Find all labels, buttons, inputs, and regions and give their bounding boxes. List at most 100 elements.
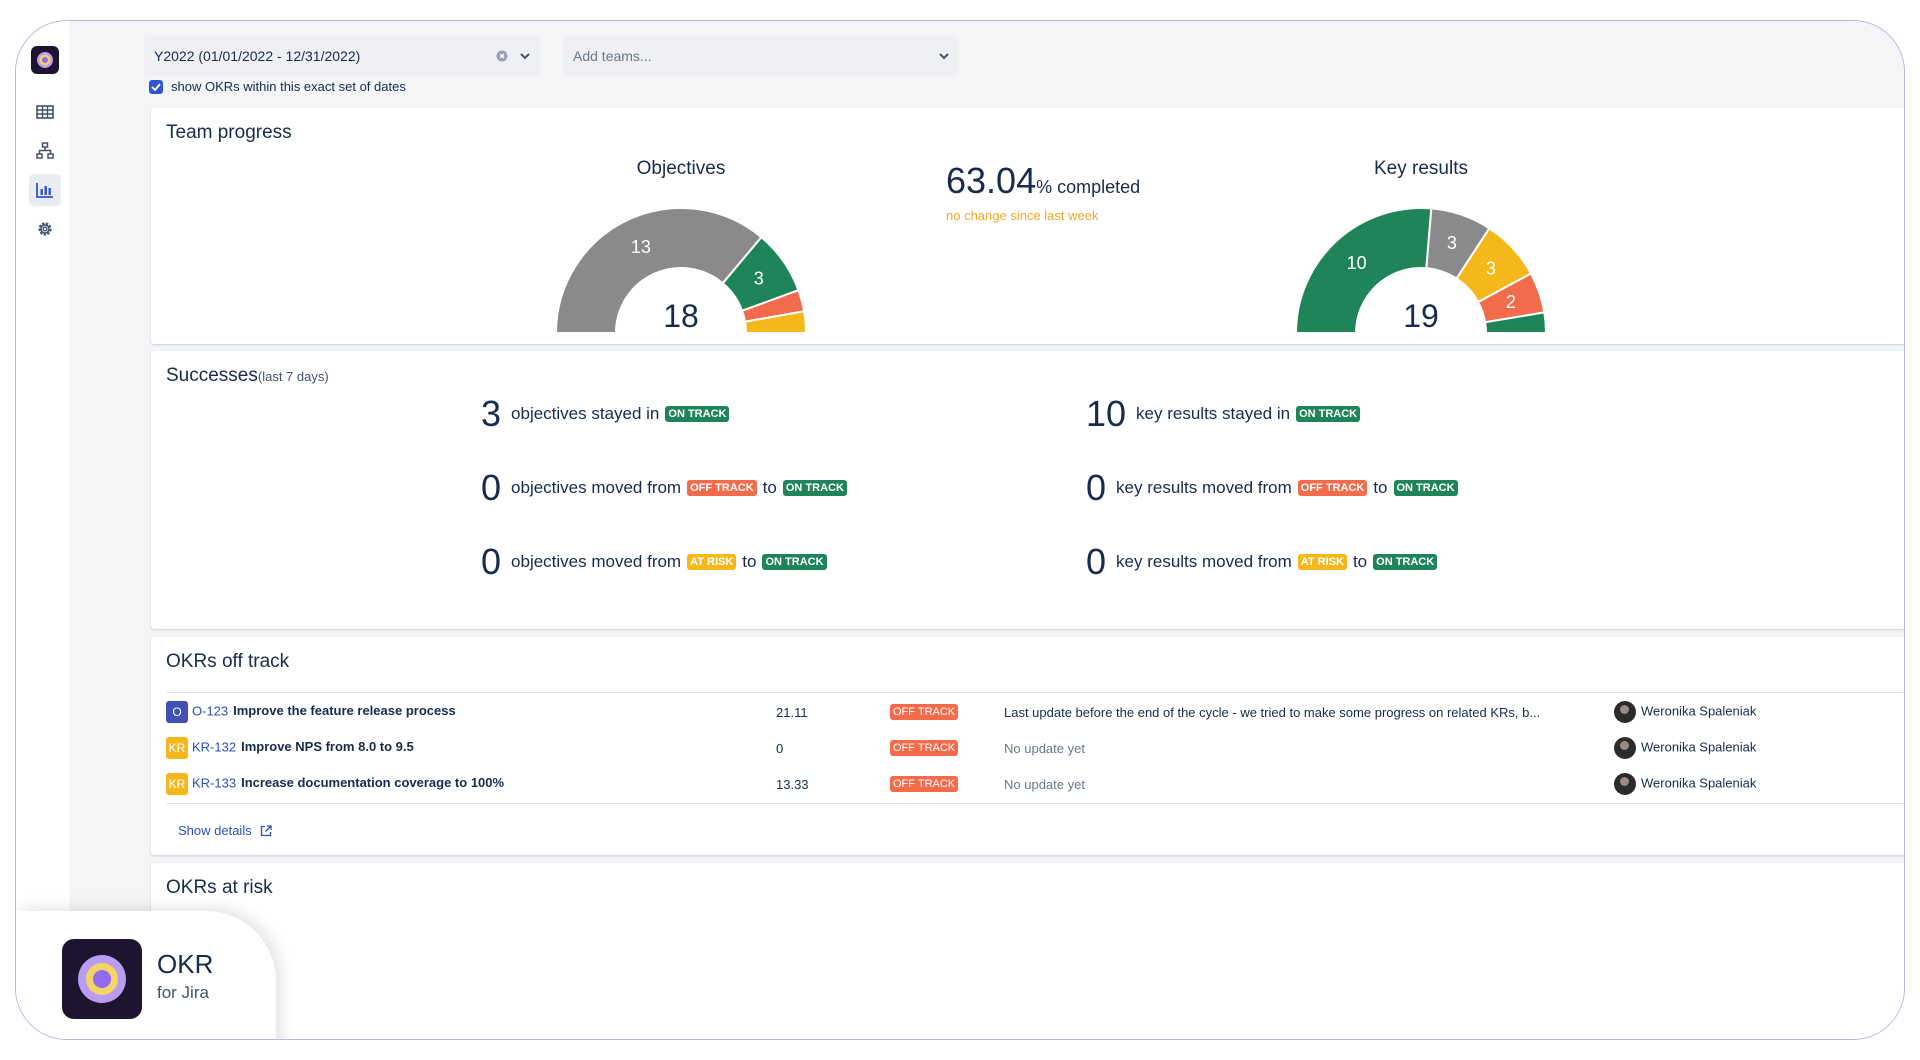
okr-progress: 21.11 bbox=[776, 704, 808, 720]
from-status-lozenge: OFF TRACK bbox=[1297, 480, 1368, 496]
okr-progress: 0 bbox=[776, 740, 784, 756]
exact-dates-label: show OKRs within this exact set of dates bbox=[171, 79, 406, 94]
okr-latest-update: No update yet bbox=[1004, 740, 1085, 756]
owner-name: Weronika Spaleniak bbox=[1641, 775, 1757, 791]
okr-cell: KR KR-133 Increase documentation coverage … bbox=[166, 766, 776, 802]
to-word: to bbox=[1352, 552, 1368, 571]
success-text: objectives moved from bbox=[511, 552, 682, 571]
success-text: key results moved from bbox=[1116, 478, 1292, 497]
successes-card: Successes(last 7 days) 3 objectives staye… bbox=[151, 351, 1904, 629]
okr-type-icon: O bbox=[166, 701, 188, 723]
on-track-lozenge: ON TRACK bbox=[762, 554, 827, 570]
app-frame: Y2022 (01/01/2022 - 12/31/2022) Add team… bbox=[15, 20, 1905, 1040]
nav-bar-chart-icon[interactable] bbox=[29, 174, 61, 206]
okr-key-link[interactable]: O-123 bbox=[192, 703, 229, 719]
okr-cell: KR KR-132 Improve NPS from 8.0 to 9.5 bbox=[166, 730, 776, 766]
exact-dates-checkbox[interactable] bbox=[149, 79, 163, 94]
date-range-select[interactable]: Y2022 (01/01/2022 - 12/31/2022) bbox=[144, 36, 540, 76]
status-lozenge: OFF TRACK bbox=[890, 776, 959, 793]
table-row[interactable]: KR KR-132 Improve NPS from 8.0 to 9.5 0 OFF … bbox=[166, 730, 1904, 766]
success-line: 0 objectives moved from OFF TRACK to ON TRAC… bbox=[481, 470, 847, 506]
successes-title: Successes(last 7 days) bbox=[166, 365, 329, 387]
objectives-gauge-title: Objectives bbox=[636, 158, 726, 179]
gauge-total: 19 bbox=[1403, 298, 1439, 334]
okr-progress: 13.33 bbox=[776, 776, 809, 792]
from-status-lozenge: AT RISK bbox=[687, 554, 737, 570]
success-text: key results moved from bbox=[1116, 552, 1292, 571]
brand-name: OKR bbox=[157, 949, 214, 979]
avatar bbox=[1614, 701, 1636, 723]
okr-owner-cell: Weronika Spaleniak bbox=[1614, 730, 1904, 766]
app-logo-icon[interactable] bbox=[31, 46, 59, 74]
brand-subtitle: for Jira bbox=[157, 983, 209, 1002]
okr-logo-icon bbox=[62, 939, 142, 1019]
success-line: 3 objectives stayed in ON TRACK bbox=[481, 393, 730, 434]
on-track-lozenge: ON TRACK bbox=[782, 480, 847, 496]
exact-dates-option[interactable]: show OKRs within this exact set of dates bbox=[149, 79, 406, 94]
okr-type-icon: KR bbox=[166, 773, 188, 795]
status-lozenge: OFF TRACK bbox=[890, 740, 959, 757]
teams-select[interactable]: Add teams... bbox=[563, 36, 959, 76]
avatar bbox=[1614, 773, 1636, 795]
owner-name: Weronika Spaleniak bbox=[1641, 739, 1757, 755]
to-word: to bbox=[1373, 478, 1388, 497]
to-word: to bbox=[742, 552, 757, 571]
clear-icon[interactable] bbox=[496, 50, 508, 62]
okr-name[interactable]: Improve NPS from 8.0 to 9.5 bbox=[241, 739, 414, 755]
success-count: 3 bbox=[481, 393, 502, 434]
okr-owner-cell: Weronika Spaleniak bbox=[1614, 766, 1904, 802]
from-status-lozenge: OFF TRACK bbox=[687, 480, 757, 496]
off-track-title: OKRs off track bbox=[166, 651, 290, 672]
divider bbox=[166, 692, 1904, 693]
gauge-segment-label: 10 bbox=[1347, 253, 1367, 273]
success-count: 0 bbox=[481, 467, 502, 508]
okr-owner-cell: Weronika Spaleniak bbox=[1614, 694, 1904, 730]
table-row[interactable]: KR KR-133 Increase documentation coverage … bbox=[166, 766, 1904, 802]
at-risk-title: OKRs at risk bbox=[166, 877, 273, 898]
nav-gear-icon[interactable] bbox=[29, 213, 61, 245]
table-row[interactable]: O O-123 Improve the feature release proces… bbox=[166, 694, 1904, 730]
gauge-total: 18 bbox=[663, 298, 699, 334]
divider bbox=[166, 803, 1904, 804]
gauge-segment[interactable] bbox=[554, 207, 763, 334]
on-track-lozenge: ON TRACK bbox=[665, 406, 730, 422]
nav-hierarchy-icon[interactable] bbox=[29, 135, 61, 167]
completion-summary: 63.04% completed no change since last we… bbox=[946, 160, 1140, 223]
gauge-segment[interactable] bbox=[1483, 311, 1548, 334]
at-risk-card: OKRs at risk bbox=[151, 863, 1904, 1039]
chevron-down-icon[interactable] bbox=[520, 52, 530, 60]
gauge-segment-label: 2 bbox=[1506, 292, 1516, 312]
success-line: 0 key results moved from AT RISK to ON TRACK bbox=[1086, 544, 1438, 580]
main-content: Y2022 (01/01/2022 - 12/31/2022) Add team… bbox=[71, 21, 1904, 1039]
success-count: 0 bbox=[1086, 467, 1107, 508]
gauge-segment-label: 3 bbox=[1447, 233, 1457, 253]
okr-name[interactable]: Improve the feature release process bbox=[233, 703, 456, 719]
off-track-table: O O-123 Improve the feature release proces… bbox=[166, 694, 1904, 802]
show-details-link[interactable]: Show details bbox=[178, 823, 272, 838]
owner-name: Weronika Spaleniak bbox=[1641, 703, 1757, 719]
okr-latest-update: No update yet bbox=[1004, 776, 1085, 792]
okr-key-link[interactable]: KR-133 bbox=[192, 775, 237, 791]
to-word: to bbox=[762, 478, 777, 497]
from-status-lozenge: AT RISK bbox=[1297, 554, 1347, 570]
success-line: 10 key results stayed in ON TRACK bbox=[1086, 396, 1361, 432]
gauge-segment[interactable] bbox=[1294, 207, 1433, 334]
team-progress-title: Team progress bbox=[166, 122, 292, 143]
okr-key-link[interactable]: KR-132 bbox=[192, 739, 237, 755]
okr-latest-update: Last update before the end of the cycle … bbox=[1004, 704, 1541, 720]
success-text: objectives stayed in bbox=[511, 404, 660, 423]
gauge-segment-label: 3 bbox=[754, 269, 764, 289]
gauge-segment[interactable] bbox=[743, 310, 808, 334]
successes-heading: Successes bbox=[166, 365, 258, 386]
key-results-gauge-title: Key results bbox=[1374, 158, 1468, 179]
off-track-card: OKRs off track O O-123 Improve the feature… bbox=[151, 637, 1904, 855]
okr-status-cell: OFF TRACK bbox=[890, 694, 1004, 730]
chevron-down-icon[interactable] bbox=[939, 52, 949, 60]
okr-name[interactable]: Increase documentation coverage to 100% bbox=[241, 775, 505, 791]
nav-table-icon[interactable] bbox=[29, 96, 61, 128]
on-track-lozenge: ON TRACK bbox=[1296, 406, 1361, 422]
completion-suffix: % completed bbox=[1036, 177, 1141, 197]
status-lozenge: OFF TRACK bbox=[890, 704, 959, 721]
show-details-label: Show details bbox=[178, 823, 252, 838]
